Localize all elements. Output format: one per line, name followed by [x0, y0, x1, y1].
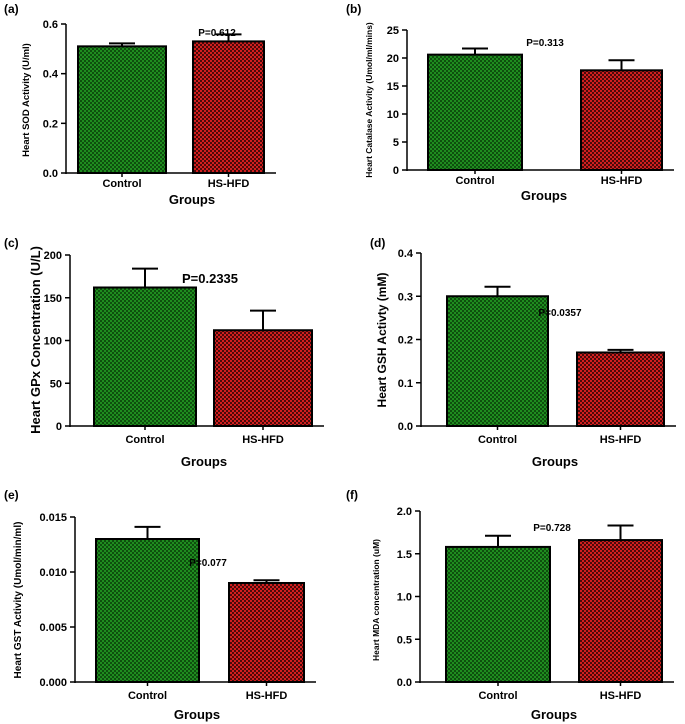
panel-label: (f) — [346, 488, 358, 502]
bar-hs-hfd — [576, 351, 665, 428]
y-tick-label: 0.5 — [397, 634, 412, 646]
panel-label: (d) — [370, 236, 385, 250]
bar-hs-hfd — [192, 40, 265, 175]
y-tick-label: 0.0 — [397, 677, 412, 689]
panel-label: (b) — [346, 2, 361, 16]
y-tick-label: 0.3 — [398, 291, 413, 303]
x-axis-title: Groups — [531, 707, 577, 722]
y-tick-label: 0.2 — [43, 118, 58, 130]
y-tick-label: 25 — [387, 25, 399, 37]
y-tick-label: 5 — [393, 137, 399, 149]
bar-control — [427, 53, 523, 171]
panel-label: (c) — [4, 236, 19, 250]
bar-hs-hfd — [228, 582, 305, 683]
bar-hs-hfd — [213, 329, 313, 427]
y-tick-label: 0.1 — [398, 378, 413, 390]
y-tick-label: 150 — [44, 293, 62, 305]
bar-control — [93, 286, 197, 427]
x-axis-title: Groups — [181, 454, 227, 469]
category-label: Control — [125, 434, 164, 446]
y-axis-title: Heart MDA concentration (uM) — [371, 539, 381, 661]
y-tick-label: 50 — [50, 378, 62, 390]
y-axis-title: Heart SOD Activity (U/ml) — [21, 43, 32, 157]
bar-hs-hfd — [580, 69, 663, 171]
y-axis-title: Heart GPx Concentration (U/L) — [28, 246, 43, 434]
p-value-annotation: P=0.612 — [198, 28, 236, 39]
category-label: Control — [128, 690, 167, 702]
x-axis-title: Groups — [532, 454, 578, 469]
y-tick-label: 2.0 — [397, 506, 412, 518]
y-tick-label: 0.4 — [398, 248, 414, 260]
chart-panel-6: (f) Control HS-HFD 0.0 0.5 1.0 1.5 2.0 Heart MDA… — [346, 488, 674, 722]
y-tick-label: 15 — [387, 81, 399, 93]
panel-label: (a) — [4, 2, 19, 16]
bar-control — [77, 45, 167, 174]
category-label: HS-HFD — [600, 434, 642, 446]
bar-control — [445, 545, 551, 683]
y-tick-label: 0.0 — [398, 421, 413, 433]
y-tick-label: 200 — [44, 250, 62, 262]
y-tick-label: 0.4 — [43, 69, 59, 81]
p-value-annotation: P=0.728 — [533, 523, 571, 534]
x-axis-title: Groups — [521, 188, 567, 203]
chart-panel-1: (a) Control HS-HFD 0.0 0.2 0.4 0.6 Heart SOD Ac… — [4, 2, 276, 207]
bar-control — [95, 538, 200, 683]
panel-label: (e) — [4, 488, 19, 502]
category-label: Control — [102, 178, 141, 190]
category-label: Control — [455, 175, 494, 187]
y-tick-label: 1.5 — [397, 549, 412, 561]
bar-control — [446, 295, 549, 427]
category-label: HS-HFD — [600, 690, 642, 702]
y-tick-label: 0.010 — [39, 567, 67, 579]
category-label: HS-HFD — [601, 175, 643, 187]
y-tick-label: 0.000 — [39, 677, 67, 689]
y-axis-title: Heart GST Activity (Umol/min/ml) — [13, 522, 24, 679]
y-tick-label: 0.015 — [39, 512, 67, 524]
y-tick-label: 0 — [393, 165, 399, 177]
chart-panel-4: (d) Control HS-HFD 0.0 0.1 0.2 0.3 0.4 Heart GSH… — [370, 236, 676, 469]
y-tick-label: 0.6 — [43, 19, 58, 31]
category-label: HS-HFD — [242, 434, 284, 446]
category-label: HS-HFD — [208, 178, 250, 190]
p-value-annotation: P=0.077 — [189, 558, 227, 569]
y-tick-label: 0 — [56, 421, 62, 433]
x-axis-title: Groups — [174, 707, 220, 722]
y-tick-label: 0.0 — [43, 168, 58, 180]
y-axis-title: Heart GSH Activty (mM) — [375, 273, 389, 408]
p-value-annotation: P=0.2335 — [182, 271, 238, 286]
category-label: HS-HFD — [246, 690, 288, 702]
y-tick-label: 10 — [387, 109, 399, 121]
y-tick-label: 100 — [44, 336, 62, 348]
chart-panel-2: (b) Control HS-HFD 0 5 10 15 20 25 Heart Catalase… — [346, 2, 674, 203]
bar-hs-hfd — [578, 539, 663, 683]
y-tick-label: 20 — [387, 53, 399, 65]
p-value-annotation: P=0.313 — [526, 38, 564, 49]
x-axis-title: Groups — [169, 192, 215, 207]
y-axis-title: Heart Catalase Activity (Umol/ml/mins) — [364, 22, 374, 178]
y-tick-label: 0.005 — [39, 622, 67, 634]
chart-panel-5: (e) Control HS-HFD 0.000 0.005 0.010 0.015 Hear… — [4, 488, 316, 722]
category-label: Control — [478, 690, 517, 702]
category-label: Control — [478, 434, 517, 446]
y-tick-label: 1.0 — [397, 592, 412, 604]
y-tick-label: 0.2 — [398, 335, 413, 347]
p-value-annotation: P=0.0357 — [538, 308, 582, 319]
